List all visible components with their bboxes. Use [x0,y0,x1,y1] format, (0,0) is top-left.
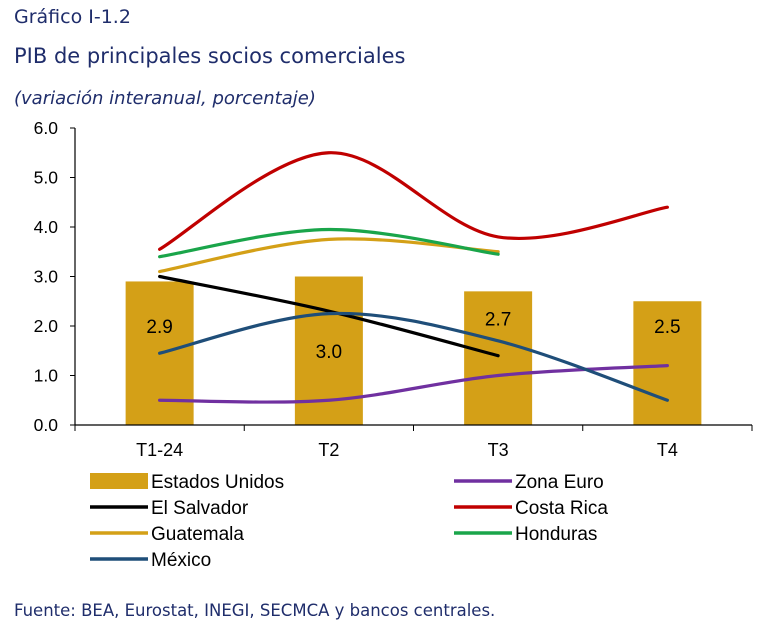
line-zona-euro [158,364,669,404]
data-label: 2.9 [146,317,172,338]
y-tick-label: 5.0 [34,168,59,188]
legend-label-guatemala: Guatemala [151,524,244,545]
legend-label-zona-euro: Zona Euro [515,472,604,493]
x-tick-label: T4 [657,440,678,460]
legend-label-el-salvador: El Salvador [151,498,249,519]
line-honduras [158,227,500,259]
data-label: 2.7 [485,310,511,331]
data-label: 3.0 [316,342,342,363]
legend-label-costa-rica: Costa Rica [515,498,608,519]
line-mexico [158,311,669,402]
x-tick-label: T3 [488,440,509,460]
legend-label-estados-unidos: Estados Unidos [151,472,284,493]
y-tick-label: 2.0 [34,316,59,336]
y-tick-label: 3.0 [34,267,59,287]
source-note: Fuente: BEA, Eurostat, INEGI, SECMCA y b… [14,601,496,620]
bar-estados-unidos [464,291,533,425]
line-costa-rica [158,151,669,251]
y-tick-label: 4.0 [34,217,59,237]
chart-title: PIB de principales socios comerciales [14,44,406,68]
x-tick-label: T1-24 [136,440,183,460]
x-tick-label: T2 [318,440,339,460]
bar-estados-unidos [633,301,702,425]
legend-label-honduras: Honduras [515,524,597,545]
figure-label: Gráfico I-1.2 [14,6,131,28]
y-tick-label: 1.0 [34,366,59,386]
y-tick-label: 6.0 [34,118,59,138]
data-label: 2.5 [654,317,680,338]
y-tick-label: 0.0 [34,415,59,435]
legend-label-mexico: México [151,550,211,571]
line-el-salvador [158,274,500,358]
chart-subtitle: (variación interanual, porcentaje) [14,88,316,109]
legend-swatch-estados-unidos [90,473,148,489]
